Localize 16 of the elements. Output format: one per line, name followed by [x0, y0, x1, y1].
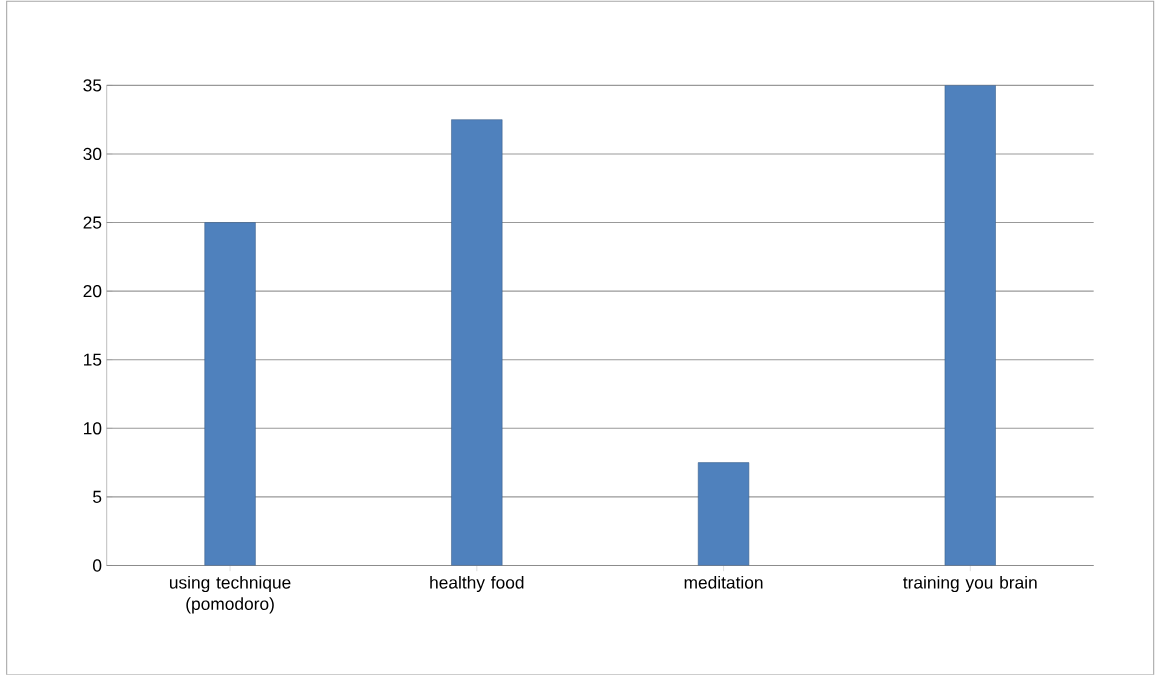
y-tick-label: 30	[83, 147, 102, 161]
bar	[944, 85, 996, 566]
x-tick-label: using technique (pomodoro)	[169, 575, 291, 614]
y-tick-label: 35	[83, 79, 102, 92]
bar	[451, 119, 503, 566]
y-tick-label: 0	[93, 559, 102, 572]
x-tick-label: healthy food	[430, 575, 524, 593]
y-tick-label: 20	[83, 285, 102, 298]
y-tick-label: 5	[93, 490, 102, 504]
y-tick-label: 25	[83, 216, 102, 229]
bar	[697, 462, 750, 566]
x-tick-label: training you brain	[903, 575, 1037, 593]
y-tick-label: 15	[84, 353, 102, 366]
x-tick-label: meditation	[684, 575, 763, 589]
bar	[204, 222, 256, 566]
y-tick-label: 10	[84, 422, 102, 435]
